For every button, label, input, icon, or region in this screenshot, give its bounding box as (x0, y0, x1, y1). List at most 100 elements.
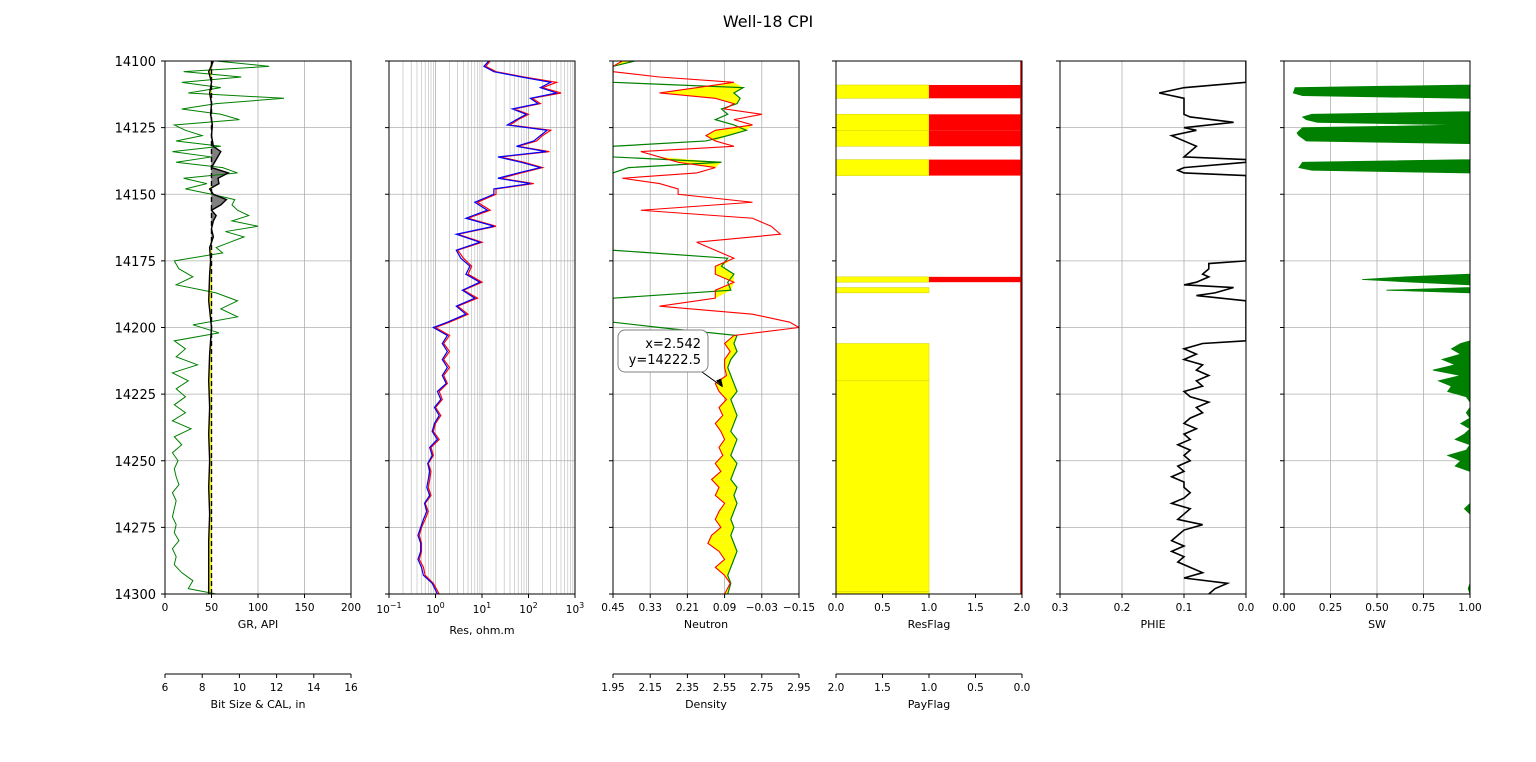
crossover-fill (707, 535, 734, 544)
pay-flag-bar (835, 276, 930, 283)
res-flag-bar (929, 130, 1022, 147)
res-flag-bar (929, 276, 1022, 283)
crossover-fill (715, 495, 737, 504)
x-tick-label: 16 (344, 682, 358, 694)
annotation-arrowhead (716, 378, 724, 388)
crossover-fill (659, 87, 744, 93)
annotation-y-label: y=14222.5 (629, 353, 701, 368)
neutron-curve (613, 61, 749, 594)
x-tick-label: 0.0 (1014, 682, 1031, 694)
y-tick-label: 14150 (115, 188, 156, 203)
x-tick-label: 0.45 (601, 602, 624, 614)
crossover-fill (707, 543, 737, 552)
x-tick-label: 0.5 (967, 682, 984, 694)
phie-plot-area (1159, 61, 1246, 594)
crossover-fill (715, 266, 734, 275)
phie-curve (1159, 61, 1246, 594)
sw-plot-area (1292, 61, 1470, 594)
x-tick-label: 0.0 (1238, 602, 1255, 614)
y-tick-label: 14300 (115, 588, 156, 603)
x-tick-label: 1.0 (921, 682, 938, 694)
crossover-fill (719, 407, 737, 416)
pay-flag-bar (835, 114, 930, 131)
x-tick-label: 50 (205, 602, 218, 614)
x-tick-label: 0.50 (1365, 602, 1388, 614)
x-tick-label: 6 (162, 682, 169, 694)
crossover-fill (715, 463, 737, 472)
x-tick-label: 14 (307, 682, 321, 694)
x-axis-label: PHIE (1140, 618, 1165, 631)
density-curve (613, 61, 799, 594)
annotation-arrow (701, 371, 723, 387)
crossover-fill (719, 399, 734, 408)
y-tick-label: 14275 (115, 521, 156, 536)
x-tick-label: 0.75 (1412, 602, 1435, 614)
crossover-fill (715, 511, 734, 520)
crossover-fill (720, 431, 737, 440)
x-tick-label: 100 (248, 602, 268, 614)
crossover-fill (711, 527, 734, 536)
x-axis-label: PayFlag (908, 698, 951, 711)
track-gr: 1410014125141501417514200142251425014275… (115, 55, 361, 711)
x-axis-label: Bit Size & CAL, in (211, 698, 306, 711)
x-tick-label: 2.15 (639, 682, 662, 694)
y-tick-label: 14125 (115, 122, 156, 137)
res-flag-bar (929, 84, 1022, 99)
x-tick-label: 10 (233, 682, 246, 694)
x-tick-label: −0.03 (746, 602, 778, 614)
crossover-fill (724, 351, 737, 360)
crossover-fill (711, 479, 737, 488)
x-axis-label: Res, ohm.m (449, 624, 514, 637)
gr-curve (171, 61, 285, 594)
x-tick-label: 0.25 (1319, 602, 1342, 614)
x-axis-label: Density (685, 698, 727, 711)
x-tick-label: 1.95 (601, 682, 624, 694)
x-tick-label: 103 (566, 601, 584, 616)
x-axis-label: GR, API (238, 618, 279, 631)
crossover-fill (719, 391, 737, 400)
x-tick-label: 2.0 (828, 682, 845, 694)
annotation-x-label: x=2.542 (645, 337, 701, 352)
x-tick-label: 0.33 (639, 602, 662, 614)
gr-plot-area (171, 61, 285, 594)
pay-flag-bar (835, 130, 930, 147)
chart-title: Well-18 CPI (722, 12, 814, 31)
x-tick-label: 150 (294, 602, 314, 614)
crossover-fill (711, 471, 734, 480)
track-sw: 0.00 0.25 0.50 0.75 1.00 SW (1272, 60, 1482, 631)
x-tick-label: 0.1 (1176, 602, 1193, 614)
pay-flag-bar (835, 380, 930, 592)
track-neutron-density: 0.45 0.33 0.21 0.09 −0.03 −0.15 Neutron 1.95 2.1… (601, 60, 815, 711)
track-flags: 0.0 0.5 1.0 1.5 2.0 ResFlag 2.0 1.5 1.0 0.5 0.0 Pay… (828, 60, 1031, 711)
crossover-fill (715, 415, 737, 424)
x-axis-label: ResFlag (908, 618, 951, 631)
x-tick-label: 200 (341, 602, 361, 614)
crossover-fill (715, 455, 737, 464)
crossover-fill (719, 447, 734, 456)
x-tick-label: 2.75 (750, 682, 773, 694)
y-tick-label: 14225 (115, 388, 156, 403)
x-tick-label: 2.95 (787, 682, 810, 694)
x-tick-label: 101 (473, 601, 491, 616)
x-axis-label: Neutron (684, 618, 728, 631)
y-tick-label: 14200 (115, 322, 156, 337)
x-tick-label: 2.55 (713, 682, 736, 694)
x-tick-label: 8 (199, 682, 206, 694)
crossover-fill (706, 130, 747, 136)
track-resistivity: 10−1 100 101 102 103 Res, ohm.m (376, 60, 584, 637)
x-tick-label: −0.15 (783, 602, 815, 614)
crossover-fill (659, 92, 741, 99)
pay-flag-bar (835, 343, 930, 382)
y-tick-label: 14100 (115, 55, 156, 70)
pay-flag-bar (835, 287, 930, 294)
x-tick-label: 1.0 (921, 602, 938, 614)
x-tick-label: 0.0 (828, 602, 845, 614)
x-tick-label: 0.3 (1052, 602, 1069, 614)
x-tick-label: 0 (162, 602, 169, 614)
res-shallow-curve (417, 61, 559, 594)
crossover-fill (715, 290, 731, 299)
crossover-fill (715, 487, 737, 496)
pay-flag-bar (835, 159, 930, 176)
x-tick-label: 0.21 (676, 602, 699, 614)
annotation-box (617, 329, 709, 373)
